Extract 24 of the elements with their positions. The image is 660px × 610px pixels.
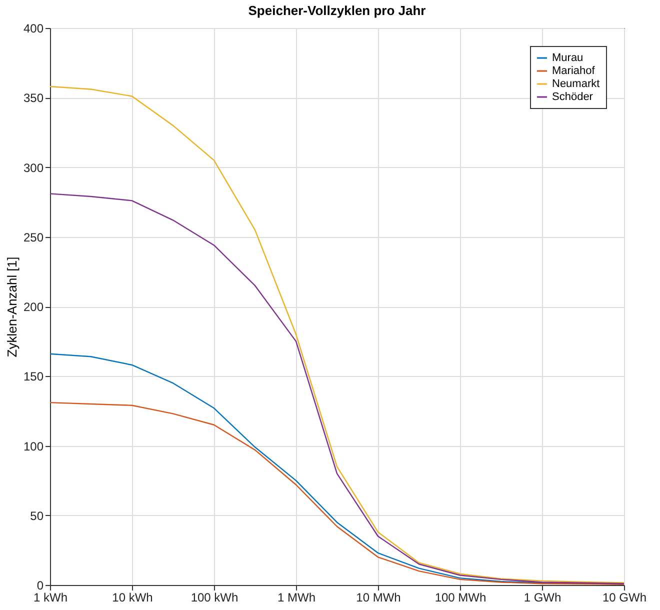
y-tick-label: 350 [23, 91, 44, 106]
y-tick-label: 100 [23, 439, 44, 454]
y-tick-label: 300 [23, 160, 44, 175]
y-axis-title: Zyklen-Anzahl [1] [4, 256, 20, 358]
y-tick-label: 0 [36, 578, 44, 592]
x-tick-label: 1 MWh [277, 590, 316, 604]
line-series [49, 86, 625, 584]
y-tick-label: 50 [30, 508, 44, 523]
legend-label: Mariahof [552, 65, 596, 77]
x-tick-label: 1 kWh [33, 590, 68, 604]
x-tick-label: 10 GWh [602, 590, 647, 604]
legend-label: Schöder [552, 91, 594, 103]
chart-title: Speicher-Vollzyklen pro Jahr [248, 3, 426, 18]
y-tick-label: 400 [23, 22, 44, 36]
legend-label: Murau [552, 52, 584, 64]
y-tick-label: 150 [23, 370, 44, 384]
x-tick-label: 1 GWh [524, 590, 562, 604]
x-tick-label: 10 kWh [112, 590, 153, 604]
x-tick-label: 100 MWh [434, 590, 486, 604]
y-tick-label: 200 [23, 300, 44, 314]
legend-label: Neumarkt [552, 78, 600, 90]
x-tick-label: 10 MWh [356, 590, 401, 604]
y-tick-label: 250 [23, 230, 44, 244]
x-tick-label: 100 kWh [190, 590, 238, 604]
